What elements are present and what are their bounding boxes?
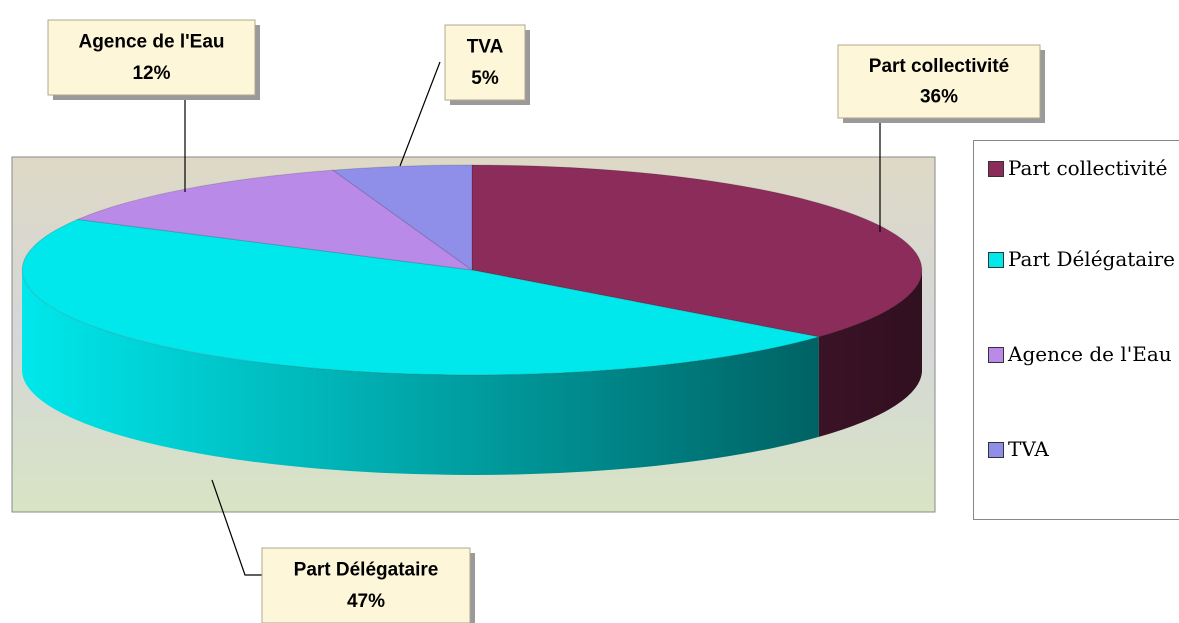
legend-swatch [988,252,1004,268]
slice-shade [818,270,922,437]
legend-item: TVA [988,434,1178,464]
data-label-name: TVA [467,37,504,58]
label-box [261,547,471,623]
legend-item: Part Délégataire [988,244,1178,274]
data-label-value: 47% [347,591,385,612]
legend-swatch [988,442,1004,458]
slice [331,164,473,271]
label-box [837,44,1041,119]
data-label-name: Agence de l'Eau [78,32,224,53]
legend-swatch [988,347,1004,363]
data-label-value: 5% [471,68,499,89]
slice [471,164,923,338]
legend: Part collectivité Part Délégataire Agence … [973,140,1179,520]
slice-shade [22,270,819,475]
label-box [444,24,526,101]
label-box [47,19,256,96]
legend-label: Part Délégataire [1008,247,1176,271]
legend-item: Agence de l'Eau [988,339,1178,369]
legend-label: Agence de l'Eau [1008,342,1172,366]
data-label-name: Part Délégataire [294,560,439,581]
slice [21,218,819,376]
data-label-name: Part collectivité [869,56,1009,77]
data-label-value: 12% [132,63,170,84]
leader-line [399,61,441,167]
legend-label: TVA [1008,437,1049,461]
data-label-value: 36% [920,87,958,108]
legend-swatch [988,161,1004,177]
leader-line [211,479,262,576]
legend-item: Part collectivité [988,153,1178,183]
legend-label: Part collectivité [1008,156,1168,180]
